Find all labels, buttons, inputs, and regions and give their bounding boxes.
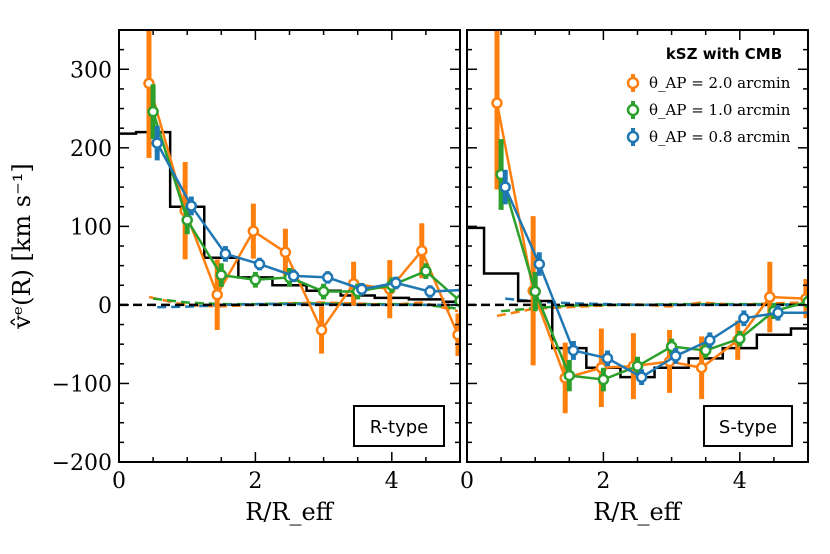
null-test-line [505,297,808,307]
plot-area [467,30,808,414]
null-test-line [152,297,460,311]
x-axis-label-right: R/R_eff [593,498,682,526]
series-green [147,84,460,308]
data-point [631,360,644,372]
panel-label: S-type [719,417,777,438]
y-tick-label: 200 [70,137,112,162]
series-line [495,102,807,380]
axes-frame [118,29,461,463]
y-tick-label: 300 [70,58,112,83]
legend: kSZ with CMB θ_AP = 2.0 arcmin θ_AP = 1.0… [626,45,791,146]
series-orange [143,30,460,356]
panel-r-type: −200 −100 0 100 200 300 0 2 4 R-type [52,29,461,494]
data-point [802,296,808,308]
data-point [734,332,746,345]
x-tick-label: 0 [112,469,126,494]
ticks [466,29,809,463]
x-tick-label: 4 [733,469,747,494]
data-point [563,369,576,382]
x-tick-label: 2 [596,469,610,494]
data-point [597,373,610,386]
data-point [635,371,648,383]
data-point [181,214,193,226]
data-point [499,181,511,193]
data-point [185,200,198,212]
data-point [601,352,614,365]
series-line [499,174,808,381]
data-point [356,283,368,295]
panel-label-box [353,405,445,447]
data-point [249,274,262,286]
legend-marker [626,130,640,144]
series-line [151,111,460,302]
series-line [156,142,460,293]
data-point [695,361,708,374]
y-tick-label: −200 [52,451,112,476]
data-point [215,269,228,281]
null-test-line [157,302,460,309]
data-point [454,295,460,307]
legend-title: kSZ with CMB [666,45,782,63]
data-point [321,271,334,284]
data-point [390,277,402,289]
model-step-line [467,226,808,379]
series-line [147,83,460,336]
legend-label: θ_AP = 0.8 arcmin [649,128,791,146]
data-point [704,334,716,347]
data-point [279,246,292,259]
data-point [764,291,776,303]
data-point [424,285,436,298]
data-point [253,258,266,270]
data-point [219,248,232,260]
data-point [147,105,159,118]
series-blue [151,125,460,298]
panel-label: R-type [370,417,428,438]
data-point [491,97,503,109]
null-test-line [500,302,808,313]
data-point [315,324,328,336]
panel-label-box [703,405,793,447]
legend-marker [626,103,640,117]
legend-label: θ_AP = 1.0 arcmin [649,101,791,119]
data-point [317,285,330,298]
y-axis-label: v̂ᵉ(R) [km s⁻¹] [8,163,36,330]
axes-frame [466,29,809,463]
data-point [533,258,546,270]
data-point [452,329,460,341]
data-point [567,344,580,357]
x-tick-label: 0 [460,469,474,494]
data-point [699,344,712,357]
data-point [416,244,428,257]
data-point [529,285,541,298]
data-point [669,350,682,362]
data-point [211,288,223,301]
series-green [495,139,808,392]
series-blue [499,169,808,386]
legend-marker [626,76,640,90]
data-point [287,270,300,282]
ticks [118,29,461,463]
panel-s-type: 0 2 4 S-type [460,29,809,494]
x-tick-label: 4 [385,469,399,494]
y-tick-label: 0 [98,294,112,319]
data-point [738,312,750,325]
data-point [151,137,163,149]
legend-label: θ_AP = 2.0 arcmin [649,74,791,92]
plot-area [119,30,460,356]
x-tick-label: 2 [248,469,262,494]
data-point [247,225,260,237]
y-tick-label: −100 [52,372,112,397]
data-point [772,307,784,319]
x-axis-label-left: R/R_eff [245,498,334,526]
data-point [420,265,432,277]
y-tick-label: 100 [70,215,112,240]
series-line [504,186,808,379]
